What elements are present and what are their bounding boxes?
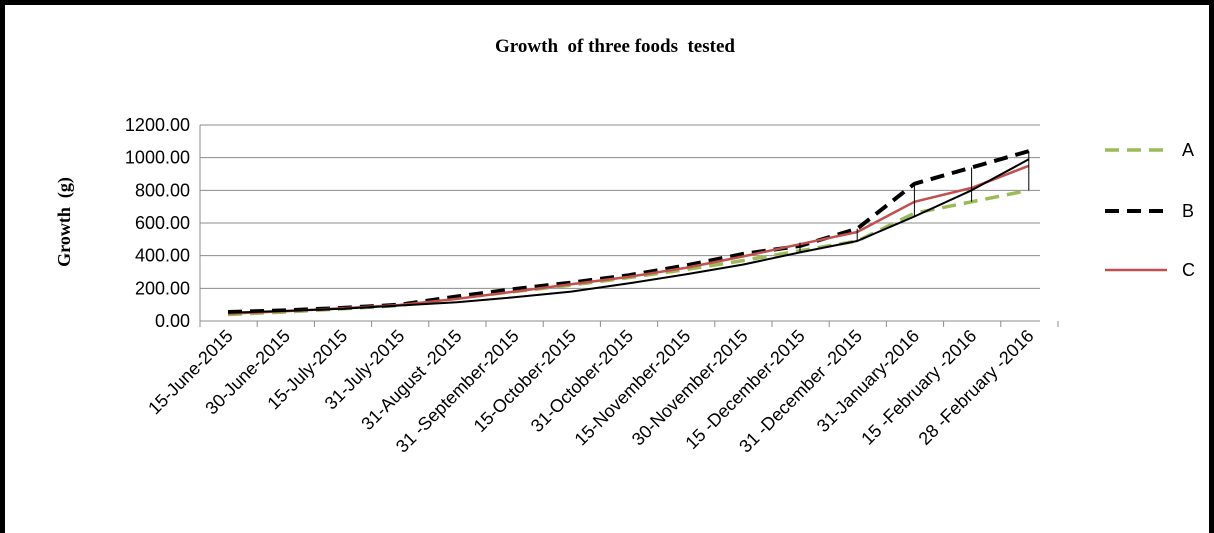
series-unnamed-line	[227, 158, 1030, 314]
y-tick-label: 800.00	[135, 180, 190, 200]
series-lines	[227, 149, 1030, 317]
legend: A B C	[1105, 140, 1195, 280]
y-tick-label: 0.00	[155, 311, 190, 331]
legend-label-b: B	[1182, 201, 1194, 221]
error-bars	[799, 151, 1030, 253]
x-tick-label: 31-October-2015	[527, 326, 637, 436]
series-c-line	[227, 164, 1030, 315]
y-tick-label: 1200.00	[125, 115, 190, 135]
chart-title: Growth of three foods tested	[495, 36, 735, 57]
grid-lines	[200, 124, 1040, 289]
x-tick-label: 31-January-2016	[813, 326, 923, 436]
y-axis-label: Growth (g)	[54, 177, 75, 267]
y-tick-label: 200.00	[135, 278, 190, 298]
x-tick-label: 31-August -2015	[357, 326, 465, 434]
y-tick-label: 600.00	[135, 213, 190, 233]
x-tick-label: 15-October-2015	[470, 326, 580, 436]
y-tick-labels: 0.00 200.00 400.00 600.00 800.00 1000.00 1200.…	[125, 115, 190, 331]
y-tick-label: 1000.00	[125, 148, 190, 168]
legend-label-c: C	[1182, 260, 1195, 280]
y-tick-label: 400.00	[135, 246, 190, 266]
x-tick-labels: 15-June-201530-June-201515-July-201531-J…	[144, 326, 1037, 457]
legend-label-a: A	[1182, 140, 1194, 160]
axes	[199, 125, 1059, 327]
series-a-line	[227, 188, 1030, 317]
